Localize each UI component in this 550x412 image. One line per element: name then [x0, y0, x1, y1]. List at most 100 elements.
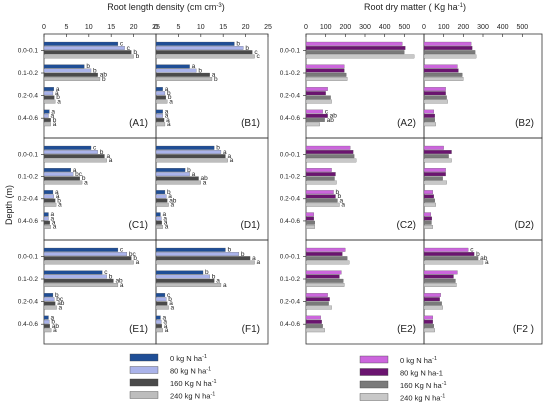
bar	[423, 260, 484, 265]
depth-category-label: 0.2-0.4	[18, 93, 39, 100]
bar	[43, 274, 107, 279]
bar	[43, 278, 114, 283]
depth-category-label: 0.1-0.2	[280, 276, 301, 283]
significance-label: a	[55, 189, 59, 196]
bar	[305, 87, 328, 91]
bar	[305, 50, 405, 55]
bar	[305, 99, 332, 104]
significance-label: a	[341, 202, 345, 209]
significance-label: bc	[56, 296, 64, 303]
bar	[43, 247, 119, 252]
bar	[305, 278, 344, 283]
bar	[43, 77, 101, 81]
x-tick-label: 25	[264, 24, 272, 31]
bar	[43, 198, 56, 203]
significance-label: a	[165, 86, 169, 93]
significance-label: a	[84, 179, 88, 186]
legend-swatch	[129, 391, 159, 399]
significance-label: b	[133, 255, 137, 262]
legend-item: 240 kg N ha-1	[129, 391, 215, 401]
bar	[305, 212, 314, 217]
bar	[305, 319, 322, 324]
legend-item: 160 Kg N ha-1	[359, 380, 447, 390]
bar	[423, 172, 446, 177]
legend-item: 80 kg N ha-1	[129, 366, 211, 376]
bar	[423, 158, 452, 163]
bar	[423, 91, 446, 96]
bar	[43, 118, 51, 122]
bar	[305, 150, 354, 154]
panel-d2: (D2)	[423, 137, 543, 241]
bar	[423, 202, 436, 207]
bar	[43, 293, 54, 297]
bar	[155, 297, 167, 302]
panel-frame	[155, 239, 269, 345]
significance-label: a	[50, 215, 54, 222]
legend-right: 0 kg N ha-1 80 kg N ha-1 160 Kg N ha-1 240 …	[359, 355, 447, 403]
legend-item: 80 kg N ha-1	[359, 368, 443, 378]
bar	[155, 278, 215, 283]
x-tick-label: 10	[197, 24, 205, 31]
depth-category-label: 0.0-0.1	[280, 151, 301, 158]
significance-label: b	[198, 67, 202, 74]
bar	[423, 72, 463, 77]
panel-e1: 0.0-0.1cbcba0.1-0.2cbaba0.2-0.4bbcaba0.4…	[18, 239, 157, 345]
bar	[155, 260, 255, 265]
significance-label: a	[192, 63, 196, 70]
bar	[305, 198, 338, 203]
bar	[423, 64, 458, 69]
legend-label: 160 Kg N ha-1	[170, 379, 217, 388]
bar	[155, 113, 163, 118]
bar	[305, 77, 348, 81]
depth-category-label: 0.4-0.6	[18, 218, 39, 225]
significance-label: b	[57, 197, 61, 204]
bar	[43, 190, 54, 195]
bar	[305, 256, 348, 261]
significance-label: b	[100, 149, 104, 156]
panel-label: (D1)	[241, 220, 260, 231]
bar	[305, 64, 345, 69]
significance-label: a	[53, 224, 57, 231]
bar	[305, 190, 334, 195]
legend-swatch	[359, 393, 389, 401]
bar	[305, 247, 346, 252]
bar	[423, 293, 441, 297]
significance-label: a	[164, 323, 168, 330]
depth-axis-label: Depth (m)	[4, 185, 14, 225]
significance-label: ab	[169, 197, 177, 204]
bar	[423, 150, 452, 154]
significance-label: c	[257, 53, 261, 60]
legend-swatch	[359, 368, 389, 376]
bar	[43, 305, 57, 310]
bar	[305, 118, 325, 122]
bar	[155, 283, 222, 287]
significance-label: c	[325, 108, 329, 115]
significance-label: b	[55, 292, 59, 299]
bar	[423, 41, 472, 46]
significance-label: a	[230, 157, 234, 164]
significance-label: c	[93, 145, 97, 152]
bar	[43, 122, 51, 127]
depth-category-label: 0.0-0.1	[18, 151, 39, 158]
bar	[423, 50, 476, 55]
x-tick-label: 500	[398, 24, 410, 31]
depth-category-label: 0.4-0.6	[280, 218, 301, 225]
bar	[305, 274, 340, 279]
legend-label: 0 kg N ha-1	[170, 354, 207, 363]
bar	[43, 260, 134, 265]
panel-e2: 0.0-0.1 0.1-0.2 0.2-0.4 0.4-0.6 (E2)	[280, 239, 425, 345]
bar	[423, 252, 475, 256]
significance-label: a	[53, 327, 57, 334]
depth-category-label: 0.4-0.6	[280, 321, 301, 328]
bar	[43, 224, 51, 229]
bar	[155, 202, 169, 207]
significance-label: ab	[57, 300, 65, 307]
significance-label: a	[56, 193, 60, 200]
significance-label: a	[169, 300, 173, 307]
depth-category-label: 0.2-0.4	[280, 299, 301, 306]
panel-label: (A2)	[397, 118, 416, 129]
bar	[155, 315, 161, 320]
bar	[423, 220, 432, 225]
significance-label: a	[50, 314, 54, 321]
bar	[305, 220, 315, 225]
